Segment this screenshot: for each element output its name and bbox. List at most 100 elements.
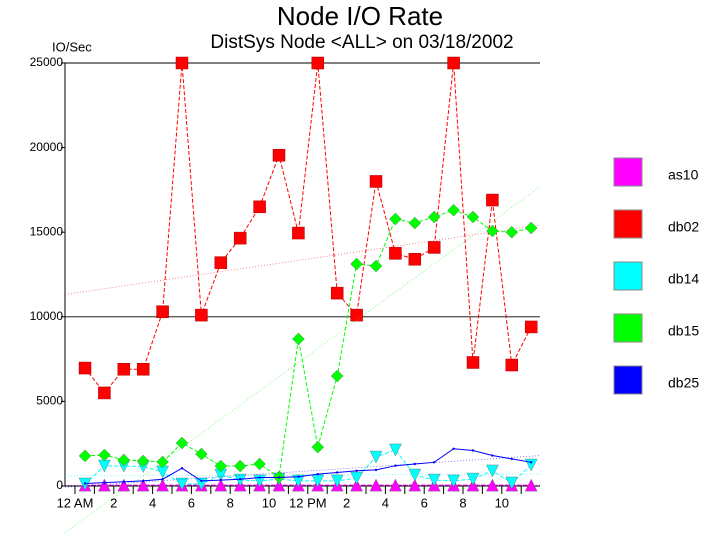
marker xyxy=(103,481,106,484)
marker xyxy=(277,476,281,479)
marker xyxy=(466,472,480,486)
marker xyxy=(350,308,363,322)
marker xyxy=(447,56,460,70)
x-tick-label: 2 xyxy=(110,495,117,510)
x-tick-label: 2 xyxy=(343,495,350,510)
marker xyxy=(389,443,402,457)
marker xyxy=(369,478,383,492)
marker xyxy=(452,447,455,450)
marker xyxy=(433,461,436,464)
marker xyxy=(195,447,208,461)
marker xyxy=(355,469,358,472)
marker xyxy=(505,476,519,490)
x-tick-label: 4 xyxy=(382,495,389,510)
marker xyxy=(350,257,363,271)
marker xyxy=(136,454,150,468)
marker xyxy=(389,247,402,260)
marker xyxy=(524,221,538,235)
marker xyxy=(78,361,92,375)
marker xyxy=(350,478,363,492)
y-tick-label: 15000 xyxy=(30,224,64,238)
marker xyxy=(486,478,499,492)
marker xyxy=(117,478,131,492)
marker xyxy=(200,479,203,483)
marker xyxy=(311,440,325,454)
marker xyxy=(214,256,228,269)
marker xyxy=(98,478,111,492)
marker xyxy=(427,210,441,224)
marker xyxy=(524,458,538,472)
trend-line xyxy=(64,455,541,488)
x-tick-label: 12 PM xyxy=(289,495,327,510)
x-tick-label: 6 xyxy=(188,495,195,510)
marker xyxy=(117,453,131,467)
y-tick-label: 25000 xyxy=(30,55,64,69)
marker xyxy=(98,448,111,462)
marker xyxy=(156,305,169,318)
marker xyxy=(292,332,305,346)
marker xyxy=(272,148,286,162)
legend-label: db15 xyxy=(668,323,699,339)
y-axis-label: IO/Sec xyxy=(52,39,92,54)
marker xyxy=(486,224,499,238)
marker xyxy=(214,459,228,473)
marker xyxy=(350,471,363,485)
marker xyxy=(369,450,383,464)
marker xyxy=(142,479,145,483)
x-tick-label: 6 xyxy=(421,495,428,510)
marker xyxy=(505,225,519,239)
legend-label: db02 xyxy=(668,219,699,235)
marker xyxy=(175,477,189,491)
marker xyxy=(292,474,305,488)
marker xyxy=(219,478,222,482)
marker xyxy=(233,459,247,473)
marker xyxy=(427,473,441,487)
marker xyxy=(524,320,538,334)
marker xyxy=(408,216,422,230)
marker xyxy=(175,436,189,450)
x-tick-label: 12 AM xyxy=(57,495,94,510)
chart-title: Node I/O Rate xyxy=(277,1,443,31)
marker xyxy=(297,475,300,478)
marker xyxy=(510,457,513,461)
legend-swatch xyxy=(613,313,643,343)
series-line xyxy=(84,449,532,485)
marker xyxy=(117,363,131,376)
legend-label: db14 xyxy=(668,271,699,287)
marker xyxy=(369,175,383,188)
marker xyxy=(471,449,475,452)
chart-subtitle: DistSys Node <ALL> on 03/18/2002 xyxy=(210,32,513,53)
marker xyxy=(98,386,111,400)
x-tick-label: 10 xyxy=(262,495,276,510)
marker xyxy=(330,369,344,383)
marker xyxy=(330,474,344,488)
x-tick-label: 8 xyxy=(459,495,466,510)
x-tick-label: 4 xyxy=(149,495,156,510)
marker xyxy=(524,478,538,492)
marker xyxy=(505,358,519,372)
marker xyxy=(136,478,150,492)
marker xyxy=(180,467,184,470)
marker xyxy=(394,464,397,467)
marker xyxy=(466,356,480,369)
x-tick-label: 10 xyxy=(495,495,509,510)
legend-swatch xyxy=(613,261,643,291)
marker xyxy=(258,476,261,479)
marker xyxy=(175,56,189,70)
series-line xyxy=(84,62,532,394)
marker xyxy=(311,56,325,70)
marker xyxy=(122,480,126,483)
marker xyxy=(195,308,208,322)
marker xyxy=(253,457,266,471)
marker xyxy=(408,253,422,266)
y-tick-label: 20000 xyxy=(30,140,64,154)
marker xyxy=(408,478,422,492)
marker xyxy=(214,478,228,492)
marker xyxy=(156,478,169,492)
marker xyxy=(253,200,266,214)
legend-swatch xyxy=(613,365,643,395)
marker xyxy=(161,478,164,481)
marker xyxy=(427,241,441,254)
marker xyxy=(374,468,378,472)
marker xyxy=(530,461,533,464)
